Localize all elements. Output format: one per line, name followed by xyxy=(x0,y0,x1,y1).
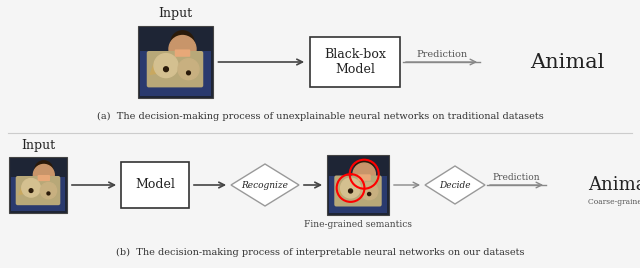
FancyBboxPatch shape xyxy=(138,26,212,98)
Circle shape xyxy=(187,71,190,75)
Polygon shape xyxy=(231,164,299,206)
FancyBboxPatch shape xyxy=(140,51,211,96)
FancyBboxPatch shape xyxy=(358,174,371,181)
Circle shape xyxy=(171,31,194,54)
Circle shape xyxy=(355,159,374,178)
Circle shape xyxy=(367,192,371,196)
Circle shape xyxy=(47,192,50,195)
Text: Fine-grained semantics: Fine-grained semantics xyxy=(304,220,412,229)
Text: Animal: Animal xyxy=(588,176,640,194)
Polygon shape xyxy=(425,166,485,204)
Circle shape xyxy=(353,163,375,185)
Text: Input: Input xyxy=(158,7,192,20)
FancyBboxPatch shape xyxy=(121,162,189,208)
Polygon shape xyxy=(337,185,349,196)
Text: Decide: Decide xyxy=(439,181,471,189)
FancyBboxPatch shape xyxy=(16,176,60,205)
FancyBboxPatch shape xyxy=(334,176,381,207)
FancyBboxPatch shape xyxy=(175,49,190,57)
Circle shape xyxy=(40,183,56,199)
Circle shape xyxy=(178,59,199,80)
Text: Coarse-grained category: Coarse-grained category xyxy=(588,198,640,206)
Text: Model: Model xyxy=(135,178,175,192)
Circle shape xyxy=(360,182,378,200)
FancyBboxPatch shape xyxy=(329,176,387,213)
Circle shape xyxy=(22,178,40,197)
FancyBboxPatch shape xyxy=(147,51,204,87)
Text: (b)  The decision-making process of interpretable neural networks on our dataset: (b) The decision-making process of inter… xyxy=(116,248,524,257)
Circle shape xyxy=(154,54,178,78)
Circle shape xyxy=(29,189,33,192)
Circle shape xyxy=(35,161,52,178)
FancyBboxPatch shape xyxy=(9,157,67,213)
Circle shape xyxy=(164,67,168,72)
Text: Prediction: Prediction xyxy=(416,50,467,59)
Text: Animal: Animal xyxy=(530,53,604,72)
FancyBboxPatch shape xyxy=(310,37,400,87)
FancyBboxPatch shape xyxy=(327,155,389,215)
Circle shape xyxy=(349,189,353,193)
Text: (a)  The decision-making process of unexplainable neural networks on traditional: (a) The decision-making process of unexp… xyxy=(97,112,543,121)
Text: Black-box
Model: Black-box Model xyxy=(324,48,386,76)
Text: Recognize: Recognize xyxy=(241,181,289,189)
Polygon shape xyxy=(18,185,29,195)
FancyBboxPatch shape xyxy=(11,177,65,211)
Circle shape xyxy=(33,165,54,185)
Polygon shape xyxy=(149,62,164,75)
Text: Prediction: Prediction xyxy=(493,173,540,182)
FancyBboxPatch shape xyxy=(38,175,50,181)
Circle shape xyxy=(169,36,196,62)
Text: Input: Input xyxy=(21,139,55,152)
Circle shape xyxy=(340,178,360,198)
